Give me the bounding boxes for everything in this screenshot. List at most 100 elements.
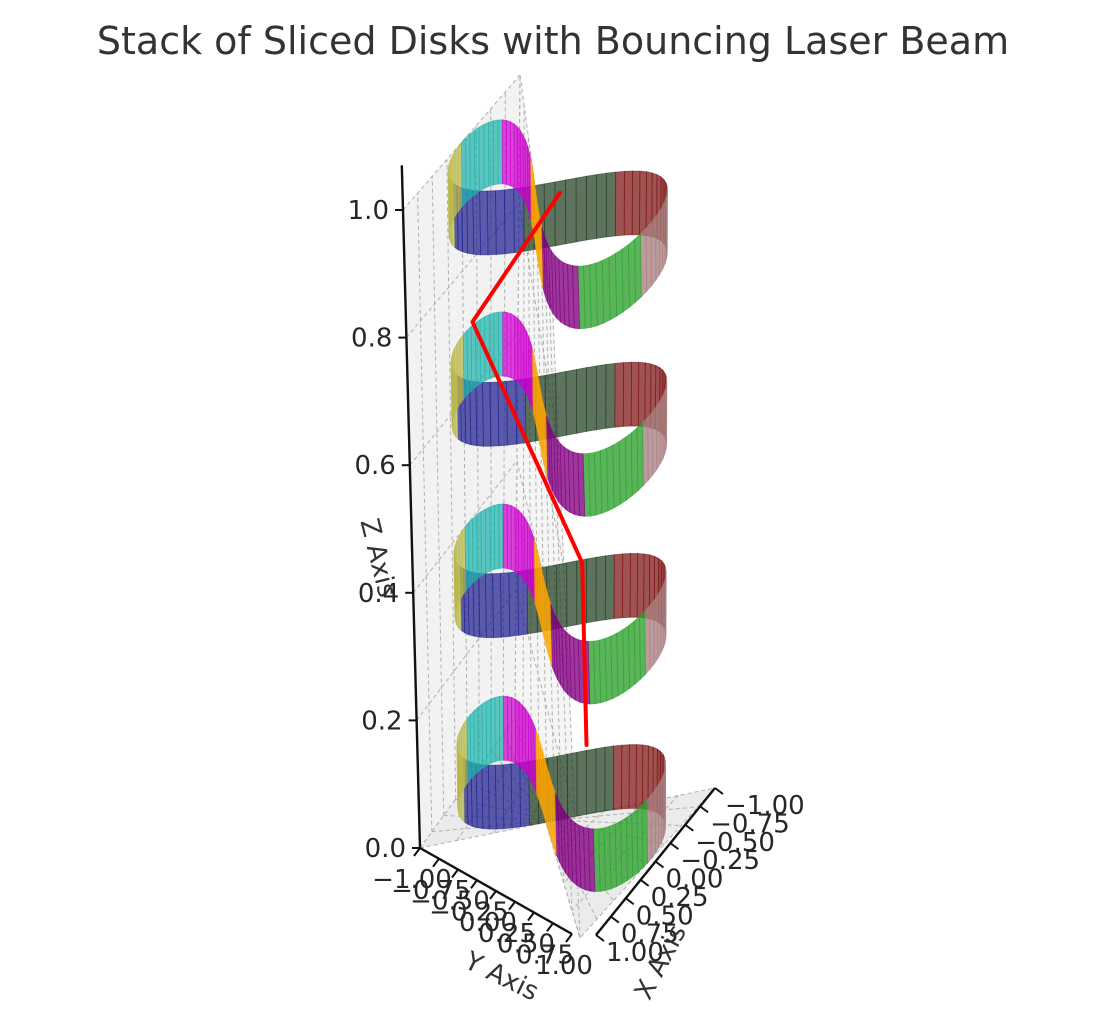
disk-slice — [573, 636, 581, 703]
y-tick-mark — [565, 933, 573, 943]
disk-slice — [630, 361, 640, 427]
y-tick-label: 0.75 — [516, 940, 574, 970]
disk-slice — [511, 696, 516, 764]
x-tick-mark — [654, 860, 665, 869]
y-tick-mark — [508, 901, 516, 911]
z-tick-label: 0.0 — [365, 834, 406, 864]
disk-slice — [628, 744, 637, 809]
disk-slice — [612, 744, 623, 811]
y-tick-mark — [546, 922, 554, 932]
disk-slice — [575, 175, 587, 243]
tick-labels: 0.00.20.40.60.81.0−1.00−0.75−0.50−0.250.… — [348, 196, 805, 981]
disk-slice — [485, 698, 492, 767]
z-tick-label: 0.8 — [351, 324, 392, 354]
x-tick-mark — [610, 915, 620, 924]
disk-slice — [497, 311, 504, 377]
grid-wall-left-z — [406, 203, 520, 338]
disk-slice — [494, 695, 500, 763]
disk-slice — [501, 119, 508, 185]
y-tick-mark — [470, 879, 478, 889]
x-tick-mark — [595, 934, 605, 942]
disk-slice — [575, 367, 587, 434]
disk-slice — [586, 365, 597, 432]
disk-slice — [562, 261, 570, 328]
disk-slice — [578, 824, 586, 891]
grid-wall-right-x — [536, 196, 548, 829]
disk-slice — [586, 556, 597, 624]
disk-1 — [456, 695, 666, 893]
disk-slice — [565, 369, 577, 436]
disk-slice — [639, 170, 647, 236]
x-tick-label: 0.50 — [636, 901, 694, 931]
disk-slice — [481, 700, 488, 769]
y-tick-mark — [489, 890, 497, 900]
disk-slice — [629, 553, 639, 618]
disk-slice — [486, 190, 497, 256]
disk-slice — [503, 188, 515, 255]
disk-slice — [510, 762, 521, 829]
disk-slice — [605, 171, 617, 238]
y-tick-mark — [432, 858, 440, 868]
z-tick-label: 1.0 — [348, 196, 389, 226]
disk-slice — [473, 126, 480, 196]
y-tick-label: 1.00 — [535, 951, 593, 981]
disk-slice — [636, 553, 645, 619]
disk-slice — [497, 119, 503, 185]
disk-slice — [480, 508, 487, 577]
disk-slice — [605, 362, 616, 429]
disk-slice — [595, 555, 606, 622]
x-tick-mark — [699, 805, 709, 814]
z-spine — [400, 165, 422, 849]
disk-slice — [509, 120, 515, 189]
disk-slice — [566, 751, 578, 819]
disk-slice — [623, 170, 633, 236]
disk-slice — [506, 503, 512, 571]
disk-slice — [500, 572, 511, 638]
disk-slice — [566, 560, 578, 628]
disk-slice — [507, 695, 513, 763]
x-tick-label: −0.75 — [710, 809, 790, 839]
x-tick-label: 0.25 — [651, 883, 709, 913]
grid-wall-right-x — [531, 166, 540, 801]
disk-slice — [596, 172, 607, 239]
disk-slice — [478, 123, 485, 192]
disk-slice — [576, 749, 587, 817]
disk-slice — [604, 554, 615, 621]
disk-slice — [621, 744, 630, 810]
disk-slice — [488, 120, 494, 187]
x-tick-mark — [684, 823, 694, 832]
disk-slice — [505, 119, 511, 187]
disk-slice — [483, 121, 490, 190]
disk-slice — [615, 170, 625, 237]
disk-slice — [502, 503, 508, 569]
disk-slice — [502, 311, 508, 377]
disk-4 — [447, 119, 668, 330]
pane-back-left — [403, 75, 520, 848]
disk-slice — [502, 763, 513, 830]
disk-slice — [498, 695, 505, 761]
disk-slice — [484, 573, 494, 638]
disk-slice — [556, 562, 568, 630]
disk-3 — [450, 311, 668, 517]
disk-slice — [493, 503, 500, 570]
y-tick-mark — [527, 911, 535, 922]
disk-slice — [565, 177, 577, 245]
disk-slice — [508, 571, 519, 637]
disk-slice — [621, 553, 631, 619]
x-tick-label: 1.00 — [606, 938, 664, 968]
grid-wall-right-x — [544, 257, 565, 884]
laser-layer — [470, 190, 589, 747]
x-tick-mark — [625, 897, 635, 906]
z-tick-label: 0.4 — [358, 579, 399, 609]
disk-slice — [469, 129, 476, 200]
disk-slice — [503, 695, 509, 761]
grid-wall-right-x — [527, 135, 532, 774]
axis-spines — [395, 165, 724, 943]
disk-slice — [506, 311, 512, 379]
disk-slice — [595, 364, 607, 431]
disk-slice — [604, 745, 615, 812]
y-tick-label: 0.00 — [459, 908, 517, 938]
x-tick-label: 0.75 — [621, 920, 679, 950]
y-tick-label: −1.00 — [372, 865, 452, 895]
grid-wall-right-x — [552, 317, 581, 939]
